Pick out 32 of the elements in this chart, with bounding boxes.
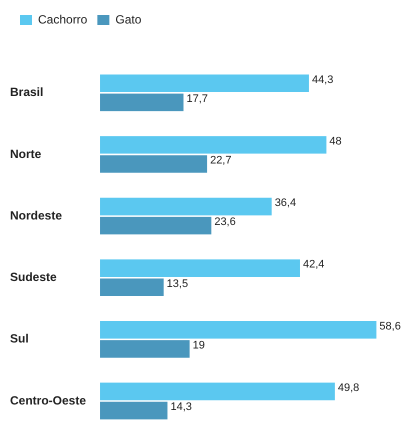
data-label: 19 [192, 339, 205, 352]
y-tick-label: Brasil [10, 85, 44, 100]
bar [100, 382, 335, 400]
data-label: 23,6 [214, 216, 236, 228]
y-tick-label: Sudeste [10, 270, 58, 284]
bar [100, 278, 164, 296]
bar [100, 198, 272, 216]
data-label: 13,5 [166, 278, 188, 290]
data-label: 42,4 [302, 258, 324, 271]
bar [100, 402, 168, 420]
data-label: 22,7 [210, 154, 232, 167]
data-label: 17,7 [186, 92, 208, 105]
bar [100, 340, 190, 358]
data-label: 49,8 [338, 382, 360, 394]
data-label: 14,3 [170, 401, 192, 414]
data-label: 58,6 [379, 320, 401, 332]
bar [100, 321, 376, 339]
bar [100, 155, 208, 173]
y-tick-label: Nordeste [10, 208, 62, 222]
data-label: 48 [329, 135, 342, 148]
y-tick-label: Norte [10, 146, 42, 161]
legend-label: Gato [115, 12, 142, 26]
y-tick-label: Sul [10, 332, 29, 346]
bar [100, 136, 326, 154]
bar [100, 74, 309, 92]
y-tick-label: Centro-Oeste [10, 393, 86, 408]
bar [100, 259, 300, 277]
bar [100, 216, 212, 234]
data-label: 44,3 [312, 74, 334, 86]
data-label: 36,4 [274, 197, 296, 210]
legend-label: Cachorro [38, 12, 88, 26]
bar [100, 94, 184, 112]
